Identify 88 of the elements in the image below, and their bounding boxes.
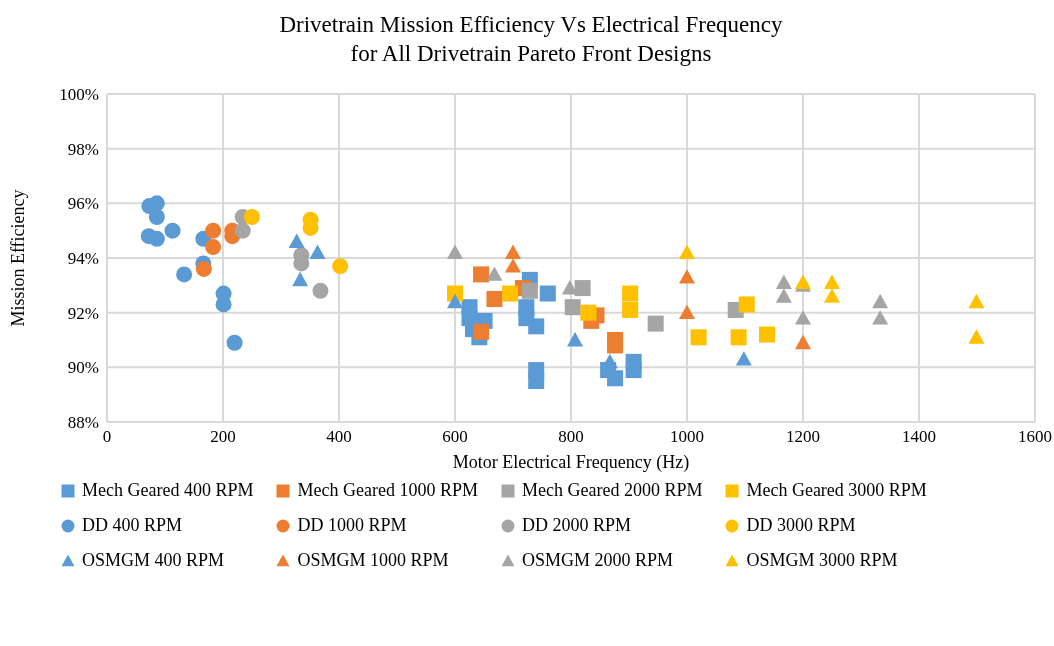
point: [567, 332, 584, 347]
y-tick-label: 98%: [67, 139, 99, 159]
point: [505, 258, 521, 273]
legend-label: Mech Geared 1000 RPM: [297, 480, 478, 501]
legend-label: Mech Geared 2000 RPM: [521, 480, 703, 501]
point: [968, 293, 985, 309]
point: [968, 329, 985, 344]
x-tick-label: 1600: [1018, 427, 1052, 447]
point: [539, 285, 556, 302]
legend-label: OSMGM 1000 RPM: [297, 550, 449, 571]
legend-label: Mech Geared 400 RPM: [82, 480, 254, 501]
legend-label: DD 3000 RPM: [746, 515, 856, 536]
point: [473, 323, 490, 340]
point: [647, 315, 664, 332]
point: [574, 280, 591, 297]
legend-label: DD 400 RPM: [82, 515, 183, 536]
point: [735, 351, 752, 366]
point: [148, 209, 165, 225]
point: [625, 362, 642, 379]
y-tick-label: 94%: [67, 249, 99, 269]
point: [759, 326, 776, 343]
legend-label: OSMGM 2000 RPM: [521, 550, 673, 571]
point: [795, 334, 811, 350]
point: [148, 195, 165, 212]
x-tick-label: 400: [326, 427, 352, 447]
point: [738, 296, 755, 313]
point: [148, 230, 165, 247]
point: [164, 222, 181, 239]
point: [622, 301, 639, 318]
point: [502, 285, 519, 302]
point: [521, 282, 538, 299]
point: [505, 244, 521, 259]
point: [176, 266, 193, 283]
point: [622, 285, 639, 302]
legend-label: DD 1000 RPM: [297, 515, 407, 536]
point: [824, 274, 840, 289]
legend-label: OSMGM 400 RPM: [82, 550, 225, 571]
point: [447, 293, 463, 309]
point: [679, 244, 695, 259]
y-axis-title: Mission Efficiency: [8, 189, 29, 327]
chart-title: Drivetrain Mission Efficiency Vs Electrical Frequency for All Drivetrain Pareto Front Designs: [279, 12, 783, 66]
x-axis-title: Motor Electrical Frequency (Hz): [452, 452, 690, 473]
point: [580, 304, 597, 321]
x-tick-label: 200: [210, 427, 236, 447]
y-tick-label: 90%: [67, 358, 99, 378]
legend-label: Mech Geared 3000 RPM: [746, 480, 927, 501]
point: [205, 239, 222, 256]
legend-label: OSMGM 3000 RPM: [746, 550, 898, 571]
x-tick-label: 0: [102, 427, 112, 447]
point: [312, 282, 329, 299]
x-tick-label: 1000: [670, 427, 704, 447]
point: [690, 329, 707, 346]
point: [288, 233, 305, 248]
point: [528, 373, 545, 389]
y-tick-label: 96%: [67, 194, 99, 214]
point: [234, 222, 251, 239]
y-tick-label: 88%: [67, 413, 99, 433]
x-tick-label: 800: [558, 427, 584, 447]
point: [824, 288, 840, 303]
point: [775, 288, 792, 303]
point: [872, 310, 889, 325]
y-tick-label: 92%: [67, 303, 99, 323]
point: [795, 310, 811, 325]
point: [447, 244, 463, 259]
legend-label: DD 2000 RPM: [521, 515, 631, 536]
point: [775, 274, 792, 289]
point: [332, 258, 349, 275]
x-tick-label: 1200: [786, 427, 820, 447]
point: [730, 329, 747, 346]
point: [226, 334, 243, 351]
point: [205, 222, 222, 239]
point: [528, 318, 545, 335]
point: [679, 269, 695, 284]
point: [607, 337, 624, 354]
point: [486, 266, 503, 281]
point: [679, 304, 695, 320]
point: [486, 291, 503, 307]
x-tick-label: 1400: [902, 427, 936, 447]
x-tick-label: 600: [442, 427, 468, 447]
point: [244, 209, 260, 225]
y-tick-label: 100%: [59, 85, 99, 105]
point: [607, 370, 624, 387]
point: [473, 266, 490, 283]
point: [309, 244, 326, 259]
point: [872, 293, 889, 309]
point: [195, 260, 212, 277]
point: [292, 271, 309, 287]
point: [564, 299, 581, 316]
